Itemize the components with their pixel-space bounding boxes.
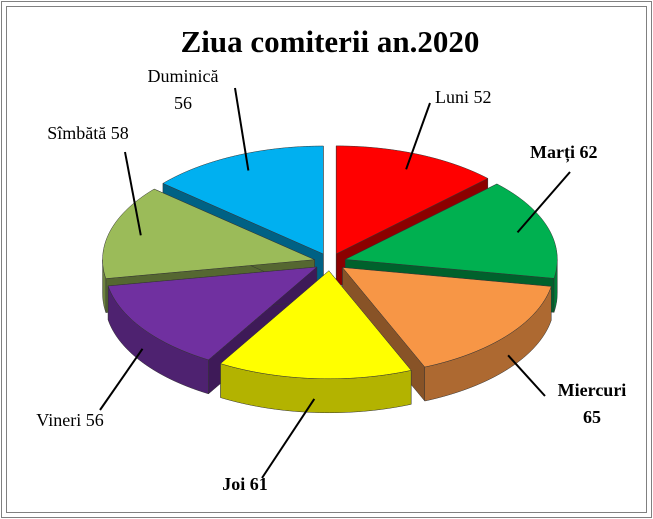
slice — [102, 188, 315, 279]
leader-line — [234, 87, 250, 171]
data-label: Vineri 56 — [36, 410, 103, 430]
leader-line — [405, 102, 431, 170]
leader-line — [261, 398, 316, 479]
data-label: Sîmbătă 58 — [47, 123, 129, 143]
label-value: 58 — [111, 123, 129, 143]
label-value: 56 — [86, 410, 104, 430]
data-label: Marți 62 — [530, 142, 597, 163]
data-label: Miercuri 65 — [558, 380, 627, 427]
slice — [344, 183, 558, 279]
leader-line — [516, 171, 571, 234]
label-category: Joi — [222, 474, 245, 494]
label-category: Vineri — [36, 410, 81, 430]
chart-title: Ziua comiterii an.2020 — [181, 24, 480, 59]
frame-inner — [6, 6, 647, 513]
label-value: 65 — [583, 407, 601, 427]
label-category: Luni — [435, 87, 469, 107]
leader-line — [507, 354, 546, 397]
label-value: 62 — [579, 142, 597, 162]
label-category: Sîmbătă — [47, 123, 106, 143]
slice — [220, 270, 412, 380]
label-category: Marți — [530, 142, 575, 163]
label-value: 61 — [250, 474, 268, 494]
label-category: Duminică — [148, 66, 219, 86]
slice — [162, 145, 324, 255]
slice — [107, 266, 318, 361]
leader-line — [99, 348, 144, 411]
label-value: 56 — [174, 93, 192, 113]
slice — [341, 267, 552, 368]
slice — [335, 145, 489, 255]
leader-line — [124, 151, 142, 236]
data-label: Duminică 56 — [148, 66, 219, 113]
label-category: Miercuri — [558, 380, 627, 400]
data-label: Joi 61 — [222, 474, 268, 494]
data-label: Luni 52 — [435, 87, 492, 107]
label-value: 52 — [474, 87, 492, 107]
